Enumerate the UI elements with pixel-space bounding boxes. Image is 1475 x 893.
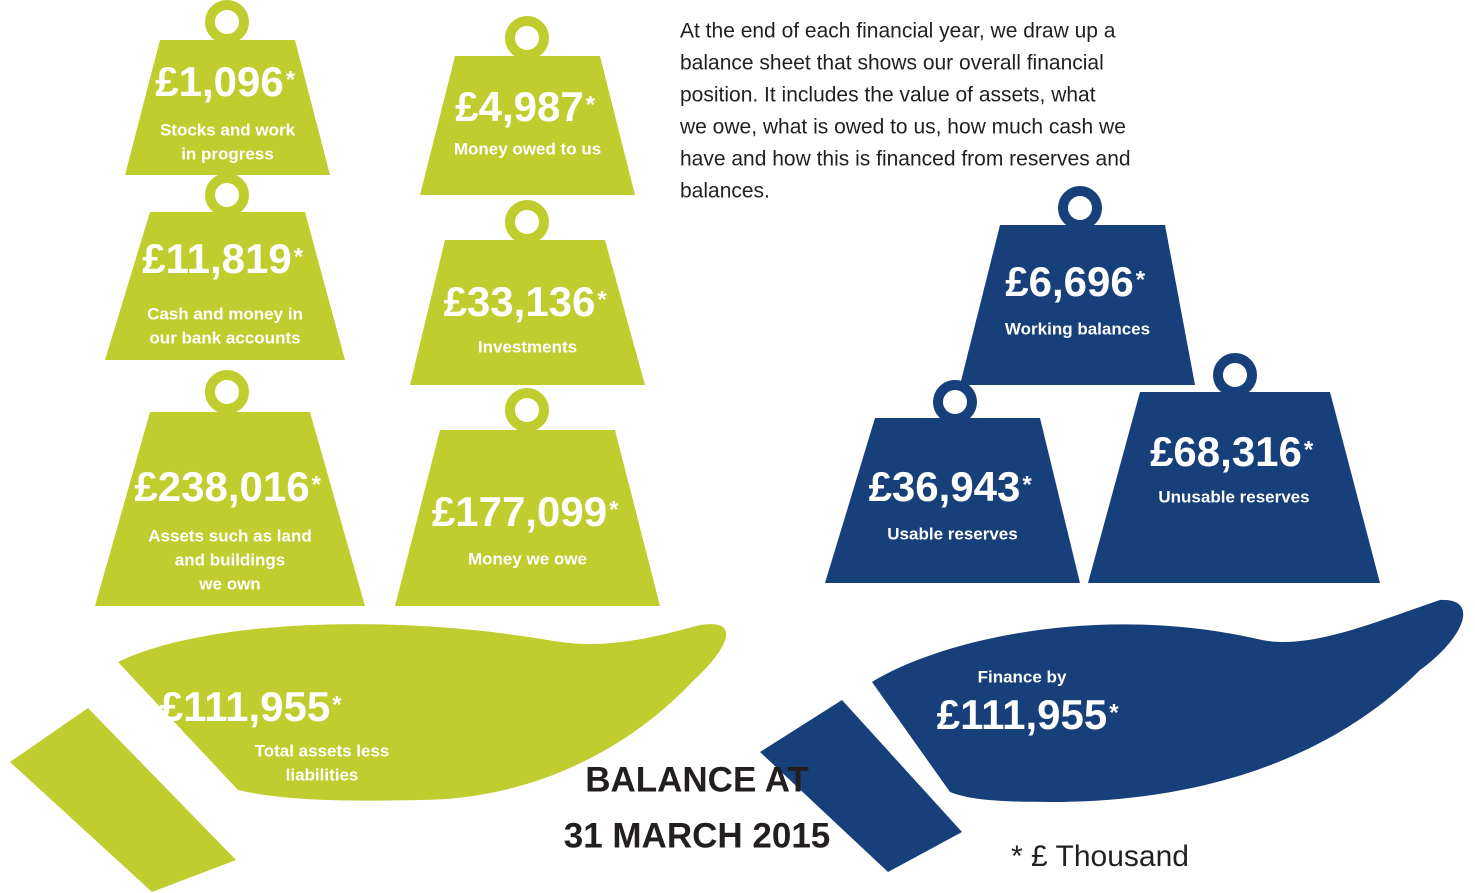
weight-label: Working balances — [1005, 319, 1150, 338]
weight-ring — [505, 200, 549, 244]
weight-amount: £36,943 — [869, 463, 1021, 510]
intro-line: balance sheet that shows our overall fin… — [680, 52, 1104, 75]
weight-label: we own — [198, 574, 260, 593]
asterisk: * — [294, 243, 304, 270]
asterisk: * — [586, 91, 596, 118]
weight: £238,016 Assets such as land and buildings… — [95, 370, 365, 606]
weight-body — [105, 212, 345, 360]
weight-label: Money we owe — [468, 549, 587, 568]
asterisk: * — [1136, 266, 1146, 293]
asterisk: * — [597, 286, 607, 313]
finance-hand — [760, 599, 1464, 872]
weight-amount: £33,136 — [444, 278, 596, 325]
asterisk: * — [609, 496, 619, 523]
hand-wrist — [760, 700, 962, 872]
weight-label: and buildings — [175, 550, 286, 569]
weight-label: in progress — [181, 144, 274, 163]
weight-label: Money owed to us — [454, 139, 601, 158]
asterisk: * — [312, 471, 322, 498]
weight-ring — [1213, 353, 1257, 397]
intro-line: balances. — [680, 180, 770, 203]
hand-wrist — [10, 708, 236, 892]
hand-heading: Finance by — [978, 667, 1067, 686]
weight-amount: £11,819 — [142, 235, 292, 282]
weight: £33,136 Investments — [410, 200, 645, 385]
weight-body — [395, 430, 660, 606]
intro-line: have and how this is financed from reser… — [680, 148, 1131, 171]
weight: £4,987 Money owed to us — [420, 16, 635, 195]
asset-hand — [10, 624, 727, 892]
weight-label: Assets such as land — [148, 526, 311, 545]
weight-label: our bank accounts — [149, 328, 300, 347]
weight: £36,943 Usable reserves — [825, 380, 1080, 583]
weight-ring — [1058, 186, 1102, 230]
weight-amount: £238,016 — [134, 463, 309, 510]
weight-amount: £177,099 — [432, 488, 607, 535]
weight: £6,696 Working balances — [960, 186, 1195, 385]
hand-amount: £111,955 — [160, 683, 331, 730]
weight-amount: £6,696 — [1005, 258, 1133, 305]
hand-palm — [872, 599, 1464, 802]
weight-body — [1088, 392, 1380, 583]
title-line: 31 MARCH 2015 — [564, 816, 831, 855]
weight-amount: £68,316 — [1150, 428, 1302, 475]
weight: £1,096 Stocks and work in progress — [125, 0, 330, 175]
weight-body — [825, 418, 1080, 583]
hand-label: liabilities — [286, 765, 359, 784]
weight-body — [410, 240, 645, 385]
intro-line: position. It includes the value of asset… — [680, 84, 1096, 107]
hand-palm — [118, 624, 727, 801]
weight-ring — [205, 173, 249, 217]
asterisk: * — [1304, 436, 1314, 463]
asterisk: * — [1022, 471, 1032, 498]
weight-ring — [205, 370, 249, 414]
hand-label: Total assets less — [255, 741, 390, 760]
weight-label: Stocks and work — [160, 120, 296, 139]
weight-body — [95, 412, 365, 606]
weight-ring — [205, 0, 249, 44]
weight-label: Cash and money in — [147, 304, 303, 323]
weight-body — [960, 225, 1195, 385]
weight: £11,819 Cash and money in our bank account… — [105, 173, 345, 360]
weight-ring — [505, 388, 549, 432]
weight-ring — [505, 16, 549, 60]
weight-amount: £1,096 — [155, 58, 283, 105]
intro-line: At the end of each financial year, we dr… — [680, 20, 1116, 43]
weight-label: Investments — [478, 337, 577, 356]
footnote: * £ Thousand — [1011, 840, 1189, 873]
hand-amount: £111,955 — [937, 691, 1108, 738]
asterisk: * — [1109, 699, 1119, 726]
weight: £177,099 Money we owe — [395, 388, 660, 606]
title-line: BALANCE AT — [585, 760, 809, 799]
weight-label: Usable reserves — [887, 524, 1017, 543]
intro-line: we owe, what is owed to us, how much cas… — [679, 116, 1126, 139]
asterisk: * — [286, 66, 296, 93]
weight-body — [420, 56, 635, 195]
weight: £68,316 Unusable reserves — [1088, 353, 1380, 583]
weight-body — [125, 40, 330, 175]
weight-amount: £4,987 — [455, 83, 583, 130]
weight-ring — [933, 380, 977, 424]
weight-label: Unusable reserves — [1158, 487, 1309, 506]
asterisk: * — [332, 691, 342, 718]
